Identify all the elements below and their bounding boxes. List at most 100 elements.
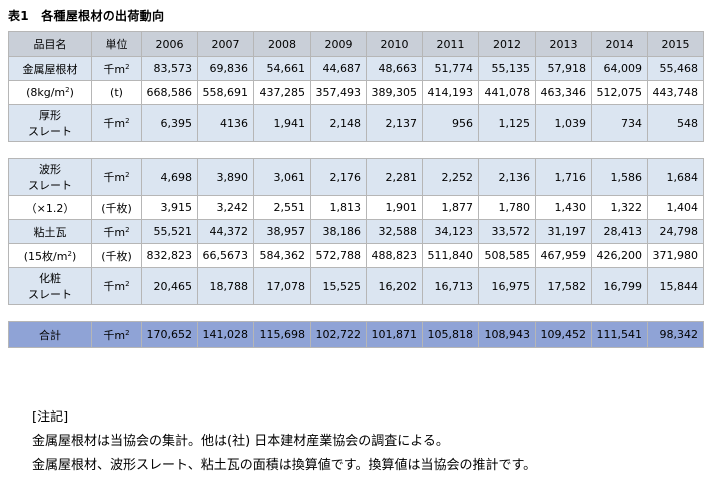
value-cell: 1,877	[422, 195, 479, 220]
value-cell: 6,395	[141, 104, 198, 142]
value-cell: 1,430	[535, 195, 592, 220]
item-name-line2: スレート	[28, 125, 72, 138]
item-name-text: (8kg/m	[26, 86, 66, 99]
value-cell: 508,585	[478, 243, 536, 268]
value-cell: 48,663	[366, 56, 423, 81]
value-cell: 956	[422, 104, 479, 142]
value-cell: 101,871	[366, 321, 423, 348]
value-cell: 1,322	[591, 195, 648, 220]
item-name: 金属屋根材	[8, 56, 92, 81]
value-cell: 16,202	[366, 267, 423, 305]
item-unit-text: 千m	[103, 225, 126, 239]
value-cell: 57,918	[535, 56, 592, 81]
value-cell: 1,941	[253, 104, 311, 142]
value-cell: 69,836	[197, 56, 254, 81]
item-unit-superscript: 2	[125, 328, 130, 337]
value-cell: 4136	[197, 104, 254, 142]
item-unit: (千枚)	[91, 243, 142, 268]
value-cell: 357,493	[310, 80, 367, 105]
header-year: 2012	[478, 31, 536, 57]
table-row: (8kg/m2) (t) 668,586 558,691 437,285 357,493 3…	[8, 80, 704, 105]
value-cell: 33,572	[478, 219, 536, 244]
value-cell: 16,975	[478, 267, 536, 305]
value-cell: 64,009	[591, 56, 648, 81]
item-name: （×1.2）	[8, 195, 92, 220]
item-unit-text: 千m	[103, 62, 126, 76]
value-cell: 44,687	[310, 56, 367, 81]
value-cell: 2,551	[253, 195, 311, 220]
item-unit: 千m2	[91, 158, 142, 196]
item-name: 粘土瓦	[8, 219, 92, 244]
item-unit-superscript: 2	[125, 280, 130, 288]
item-name-suffix: )	[69, 86, 74, 99]
value-cell: 55,468	[647, 56, 704, 81]
total-row: 合計 千m2 170,652 141,028 115,698 102,722 101,871…	[8, 321, 704, 348]
item-name-text: （×1.2）	[25, 201, 75, 215]
item-name-superscript: 2	[65, 86, 70, 94]
value-cell: 108,943	[478, 321, 536, 348]
item-name-text: 波形	[39, 163, 61, 176]
item-name-line2: スレート	[28, 179, 72, 192]
item-name-superscript: 2	[67, 249, 72, 258]
item-name-text: 化粧	[39, 272, 61, 285]
item-name-text: 金属屋根材	[22, 62, 78, 76]
value-cell: 141,028	[197, 321, 254, 348]
value-cell: 170,652	[141, 321, 198, 348]
item-name-line2: スレート	[28, 288, 72, 301]
spacer-cell	[8, 141, 704, 159]
item-name: (8kg/m2)	[8, 80, 92, 105]
value-cell: 55,135	[478, 56, 536, 81]
table-row: 厚形 スレート 千m2 6,395 4136 1,941 2,148 2,137 956 1,12…	[8, 104, 704, 142]
value-cell: 32,588	[366, 219, 423, 244]
item-unit-text: (千枚)	[101, 201, 132, 215]
item-unit-text: 千m	[103, 171, 126, 184]
item-unit-superscript: 2	[125, 117, 130, 125]
item-name-text: 粘土瓦	[33, 225, 67, 239]
value-cell: 548	[647, 104, 704, 142]
value-cell: 1,125	[478, 104, 536, 142]
value-cell: 16,799	[591, 267, 648, 305]
item-unit: (t)	[91, 80, 142, 105]
item-unit-superscript: 2	[125, 171, 130, 179]
spacer-row	[8, 304, 704, 322]
value-cell: 832,823	[141, 243, 198, 268]
value-cell: 51,774	[422, 56, 479, 81]
item-unit-text: (t)	[110, 86, 123, 99]
value-cell: 3,061	[253, 158, 311, 196]
value-cell: 2,176	[310, 158, 367, 196]
value-cell: 15,844	[647, 267, 704, 305]
value-cell: 2,137	[366, 104, 423, 142]
header-year: 2007	[197, 31, 254, 57]
value-cell: 38,957	[253, 219, 311, 244]
value-cell: 3,242	[197, 195, 254, 220]
item-name-text: 合計	[39, 328, 61, 342]
value-cell: 2,281	[366, 158, 423, 196]
item-name-text: (15枚/m	[23, 249, 68, 263]
value-cell: 28,413	[591, 219, 648, 244]
item-name: (15枚/m2)	[8, 243, 92, 268]
notes: [注記] 金属屋根材は当協会の集計。他は(社) 日本建材産業協会の調査による。 …	[32, 406, 536, 478]
value-cell: 1,404	[647, 195, 704, 220]
value-cell: 38,186	[310, 219, 367, 244]
spacer-row	[8, 141, 704, 159]
value-cell: 426,200	[591, 243, 648, 268]
value-cell: 443,748	[647, 80, 704, 105]
header-year: 2011	[422, 31, 479, 57]
value-cell: 558,691	[197, 80, 254, 105]
value-cell: 1,901	[366, 195, 423, 220]
value-cell: 668,586	[141, 80, 198, 105]
value-cell: 467,959	[535, 243, 592, 268]
header-year: 2006	[141, 31, 198, 57]
table-row: (15枚/m2) (千枚) 832,823 66,5673 584,362 572,788…	[8, 243, 704, 268]
value-cell: 389,305	[366, 80, 423, 105]
header-row: 品目名 単位 2006 2007 2008 2009 2010 2011 201…	[8, 31, 704, 57]
value-cell: 3,915	[141, 195, 198, 220]
item-unit-text: 千m	[103, 117, 126, 130]
value-cell: 15,525	[310, 267, 367, 305]
value-cell: 2,136	[478, 158, 536, 196]
header-unit: 単位	[91, 31, 142, 57]
value-cell: 54,661	[253, 56, 311, 81]
spacer-cell	[8, 304, 704, 322]
value-cell: 24,798	[647, 219, 704, 244]
value-cell: 2,148	[310, 104, 367, 142]
